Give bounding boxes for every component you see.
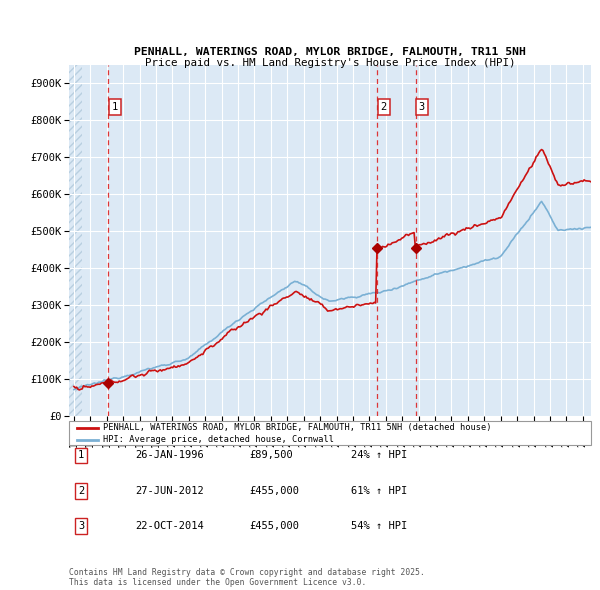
FancyBboxPatch shape	[69, 421, 591, 445]
Text: 24% ↑ HPI: 24% ↑ HPI	[351, 451, 407, 460]
Polygon shape	[69, 65, 82, 416]
Text: 1: 1	[78, 451, 84, 460]
Text: £89,500: £89,500	[249, 451, 293, 460]
Text: 3: 3	[78, 522, 84, 531]
Text: 61% ↑ HPI: 61% ↑ HPI	[351, 486, 407, 496]
Text: £455,000: £455,000	[249, 522, 299, 531]
Text: HPI: Average price, detached house, Cornwall: HPI: Average price, detached house, Corn…	[103, 435, 334, 444]
Text: 2: 2	[78, 486, 84, 496]
Text: PENHALL, WATERINGS ROAD, MYLOR BRIDGE, FALMOUTH, TR11 5NH (detached house): PENHALL, WATERINGS ROAD, MYLOR BRIDGE, F…	[103, 423, 491, 432]
Text: £455,000: £455,000	[249, 486, 299, 496]
Text: 26-JAN-1996: 26-JAN-1996	[135, 451, 204, 460]
Text: 22-OCT-2014: 22-OCT-2014	[135, 522, 204, 531]
Text: 54% ↑ HPI: 54% ↑ HPI	[351, 522, 407, 531]
Text: Contains HM Land Registry data © Crown copyright and database right 2025.
This d: Contains HM Land Registry data © Crown c…	[69, 568, 425, 587]
Text: 27-JUN-2012: 27-JUN-2012	[135, 486, 204, 496]
Text: Price paid vs. HM Land Registry's House Price Index (HPI): Price paid vs. HM Land Registry's House …	[145, 58, 515, 68]
Text: 2: 2	[381, 102, 387, 112]
Text: PENHALL, WATERINGS ROAD, MYLOR BRIDGE, FALMOUTH, TR11 5NH: PENHALL, WATERINGS ROAD, MYLOR BRIDGE, F…	[134, 47, 526, 57]
Text: 1: 1	[112, 102, 118, 112]
Text: 3: 3	[419, 102, 425, 112]
